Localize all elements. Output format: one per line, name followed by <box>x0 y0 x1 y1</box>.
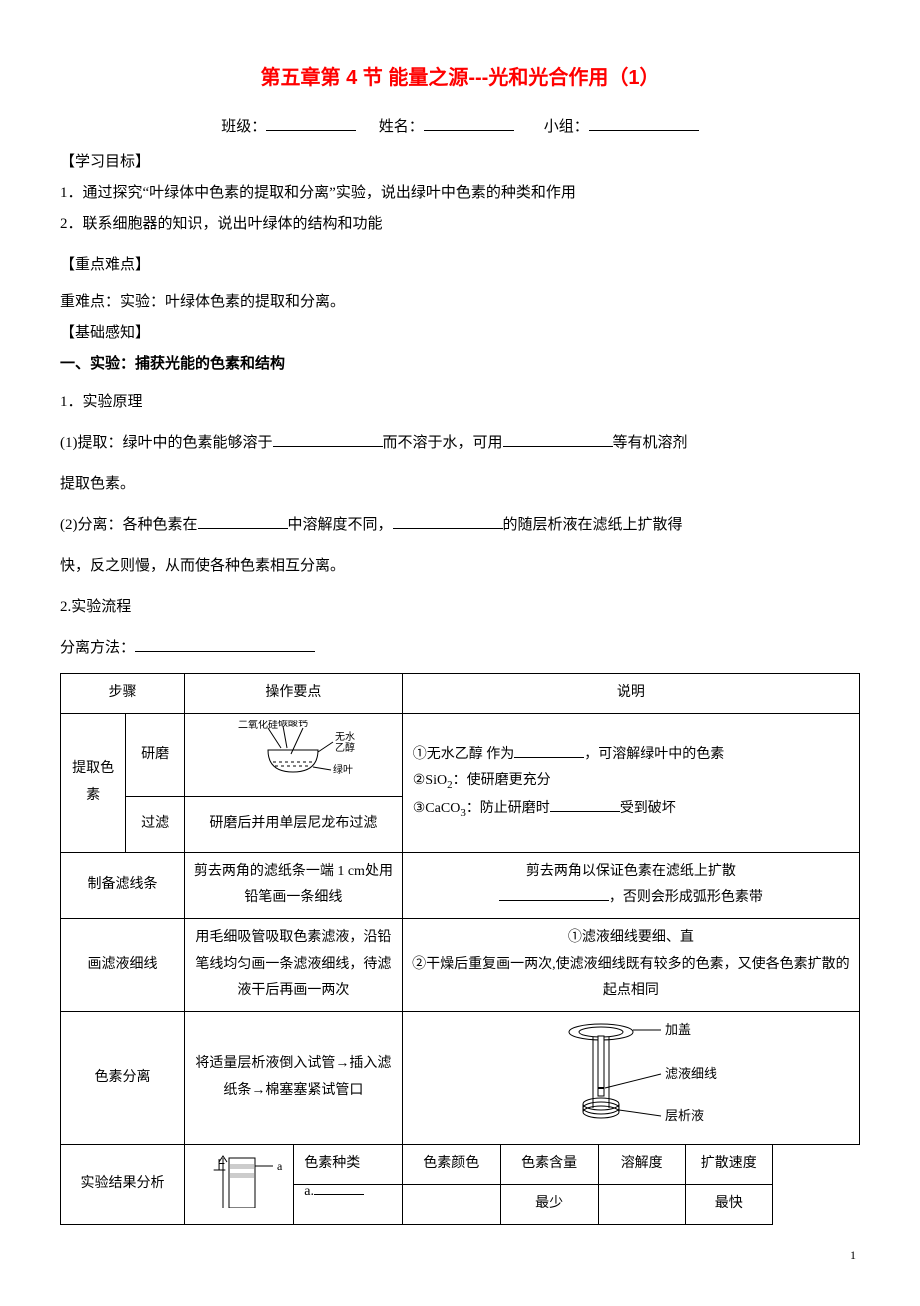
cell-draw-desc: ①滤液细线要细、直 ②干燥后重复画一两次,使滤液细线既有较多的色素，又使各色素扩… <box>402 918 859 1011</box>
goal-2: 2．联系细胞器的知识，说出叶绿体的结构和功能 <box>60 211 860 238</box>
cell-draw-op: 用毛细吸管吸取色素滤液，沿铅笔线均匀画一条滤液细线，待滤液干后再画一两次 <box>185 918 403 1011</box>
group-blank <box>589 115 699 131</box>
principle-1-cont: 提取色素。 <box>60 468 860 501</box>
svg-text:上: 上 <box>213 1158 226 1173</box>
cell-separate-op: 将适量层析液倒入试管→插入滤纸条→棉塞塞紧试管口 <box>185 1011 403 1145</box>
cell-r5d2 <box>402 1184 500 1224</box>
goal-1: 1．通过探究“叶绿体中色素的提取和分离”实验，说出绿叶中色素的种类和作用 <box>60 180 860 207</box>
tube-icon: 加盖 滤液细线 层析液 <box>521 1018 741 1128</box>
principle-2-cont: 快，反之则慢，从而使各种色素相互分离。 <box>60 550 860 583</box>
class-label: 班级： <box>221 119 266 135</box>
name-label: 姓名： <box>379 119 424 135</box>
focus-heading: 【重点难点】 <box>60 252 860 279</box>
cell-r5d5: 最快 <box>685 1184 772 1224</box>
blank-solvent <box>273 431 383 447</box>
part1-heading: 一、实验：捕获光能的色素和结构 <box>60 351 860 378</box>
cell-extract-desc: ①无水乙醇 作为，可溶解绿叶中的色素 ②SiO2：使研磨更充分 ③CaCO3：防… <box>402 713 859 852</box>
principle-1: (1)提取：绿叶中的色素能够溶于 而不溶于水，可用 等有机溶剂 <box>60 427 860 460</box>
table-row: 色素分离 将适量层析液倒入试管→插入滤纸条→棉塞塞紧试管口 加盖 滤液细线 层析… <box>61 1011 860 1145</box>
blank-organic <box>503 431 613 447</box>
blank-method <box>135 636 315 652</box>
cell-r5h5: 扩散速度 <box>685 1145 772 1185</box>
principle-2: (2)分离：各种色素在 中溶解度不同， 的随层析液在滤纸上扩散得 <box>60 509 860 542</box>
p1-2c: 的随层析液在滤纸上扩散得 <box>503 517 683 533</box>
goals-heading: 【学习目标】 <box>60 149 860 176</box>
th-desc: 说明 <box>402 674 859 714</box>
cell-extract: 提取色素 <box>61 713 126 852</box>
p1-1b: 而不溶于水，可用 <box>383 435 503 451</box>
cell-prepare-desc: 剪去两角以保证色素在滤纸上扩散 ，否则会形成弧形色素带 <box>402 852 859 918</box>
page-number: 1 <box>60 1245 860 1267</box>
cell-prepare-strip: 制备滤线条 <box>61 852 185 918</box>
blank-high <box>393 513 503 529</box>
group-label: 小组： <box>544 119 589 135</box>
blank-medium <box>198 513 288 529</box>
principle-head: 1．实验原理 <box>60 386 860 419</box>
class-blank <box>266 115 356 131</box>
p1-2b: 中溶解度不同， <box>288 517 393 533</box>
table-row: 提取色素 研磨 二氧化硅 碳酸钙 无水 乙醇 绿叶 ①无水乙醇 作为，可溶解绿叶… <box>61 713 860 797</box>
svg-text:无水: 无水 <box>335 731 355 743</box>
base-heading: 【基础感知】 <box>60 320 860 347</box>
table-row: 画滤液细线 用毛细吸管吸取色素滤液，沿铅笔线均匀画一条滤液细线，待滤液干后再画一… <box>61 918 860 1011</box>
p2a: 分离方法： <box>60 640 135 656</box>
cell-filter-op: 研磨后并用单层尼龙布过滤 <box>185 797 403 853</box>
cell-result-strip: 上 a 色素种类 a. <box>185 1145 403 1224</box>
svg-text:乙醇: 乙醇 <box>335 741 355 754</box>
cell-r5h4: 溶解度 <box>598 1145 685 1185</box>
svg-text:加盖: 加盖 <box>665 1022 691 1037</box>
p1-1a: (1)提取：绿叶中的色素能够溶于 <box>60 435 273 451</box>
student-info-line: 班级： 姓名： 小组： <box>60 114 860 141</box>
cell-filter: 过滤 <box>126 797 185 853</box>
procedure-head: 2.实验流程 <box>60 591 860 624</box>
name-blank <box>424 115 514 131</box>
svg-text:二氧化硅: 二氧化硅 <box>238 720 278 731</box>
p1-2a: (2)分离：各种色素在 <box>60 517 198 533</box>
cell-separate: 色素分离 <box>61 1011 185 1145</box>
cell-r5h3: 色素含量 <box>500 1145 598 1185</box>
cell-r5d3: 最少 <box>500 1184 598 1224</box>
separation-method: 分离方法： <box>60 632 860 665</box>
cell-result: 实验结果分析 <box>61 1145 185 1224</box>
svg-text:绿叶: 绿叶 <box>333 763 353 776</box>
cell-draw-line: 画滤液细线 <box>61 918 185 1011</box>
th-op: 操作要点 <box>185 674 403 714</box>
focus-line: 重难点：实验：叶绿体色素的提取和分离。 <box>60 289 860 316</box>
table-row: 制备滤线条 剪去两角的滤纸条一端 1 cm处用铅笔画一条细线 剪去两角以保证色素… <box>61 852 860 918</box>
cell-grind: 研磨 <box>126 713 185 797</box>
procedure-table: 步骤 操作要点 说明 提取色素 研磨 二氧化硅 碳酸钙 无水 乙醇 绿叶 ①无水… <box>60 673 860 1225</box>
th-step: 步骤 <box>61 674 185 714</box>
svg-text:滤液细线: 滤液细线 <box>665 1066 717 1081</box>
cell-mortar: 二氧化硅 碳酸钙 无水 乙醇 绿叶 <box>185 713 403 797</box>
cell-r5d4 <box>598 1184 685 1224</box>
table-header-row: 步骤 操作要点 说明 <box>61 674 860 714</box>
cell-r5h2: 色素颜色 <box>402 1145 500 1185</box>
mortar-icon: 二氧化硅 碳酸钙 无水 乙醇 绿叶 <box>213 720 373 780</box>
table-row: 实验结果分析 上 a 色素种类 a. 色素颜色 色素含量 溶解度 扩散速度 <box>61 1145 860 1185</box>
svg-text:碳酸钙: 碳酸钙 <box>278 720 308 729</box>
p1-1c: 等有机溶剂 <box>613 435 688 451</box>
page-title: 第五章第 4 节 能量之源---光和光合作用（1） <box>60 60 860 96</box>
cell-tube: 加盖 滤液细线 层析液 <box>402 1011 859 1145</box>
svg-text:层析液: 层析液 <box>665 1108 704 1123</box>
cell-prepare-op: 剪去两角的滤纸条一端 1 cm处用铅笔画一条细线 <box>185 852 403 918</box>
svg-text:a: a <box>277 1159 283 1173</box>
